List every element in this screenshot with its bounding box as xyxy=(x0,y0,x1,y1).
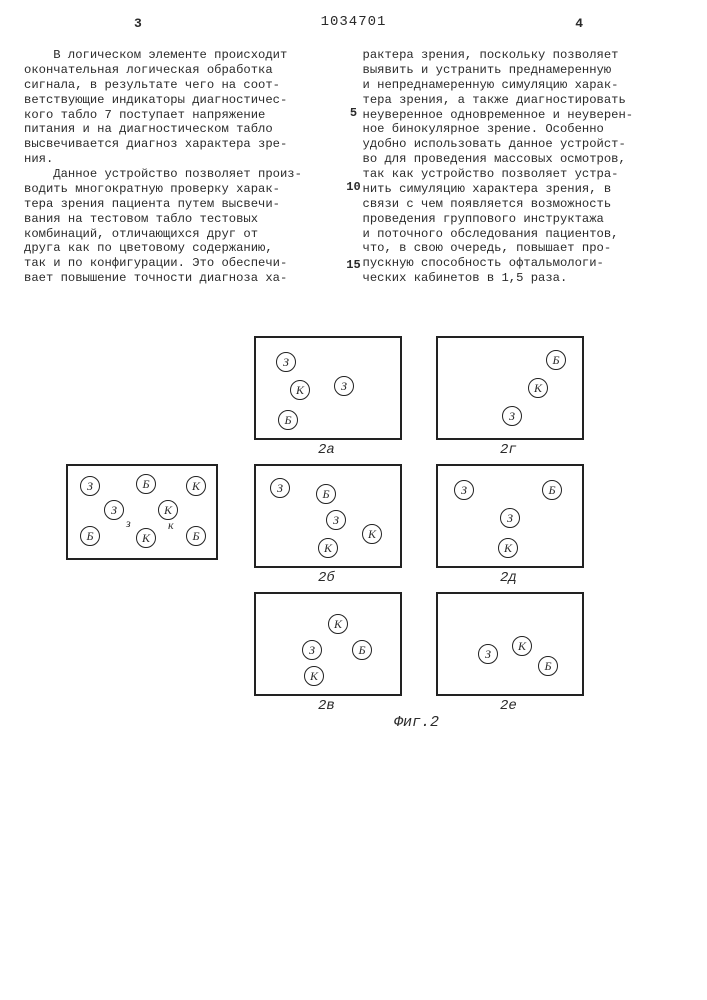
diagram-node: З xyxy=(502,406,522,426)
panel-caption: 2е xyxy=(500,698,517,714)
page-header: 3 1034701 4 xyxy=(24,14,683,42)
panel-caption: 2б xyxy=(318,570,335,586)
diagram-node: Б xyxy=(538,656,558,676)
diagram-node: З xyxy=(270,478,290,498)
diagram-panel-p2g: БКЗ xyxy=(436,336,584,440)
right-column: рактера зрения, поскольку позволяет выяв… xyxy=(363,48,684,286)
panel-caption: 2в xyxy=(318,698,335,714)
page-number-right: 4 xyxy=(575,16,583,31)
diagram-node: Б xyxy=(542,480,562,500)
diagram-node: З xyxy=(302,640,322,660)
figure-caption: Фиг.2 xyxy=(394,714,439,731)
diagram-node: Б xyxy=(80,526,100,546)
diagram-panel-p2e: ЗКБ xyxy=(436,592,584,696)
diagram-node: З xyxy=(454,480,474,500)
diagram-node: К xyxy=(158,500,178,520)
diagram-panel-p2d: ЗБЗК xyxy=(436,464,584,568)
diagram-node: З xyxy=(80,476,100,496)
line-number: 15 xyxy=(345,258,363,272)
diagram-node: Б xyxy=(278,410,298,430)
diagram-node: К xyxy=(528,378,548,398)
diagram-node: З xyxy=(104,500,124,520)
diagram-node: К xyxy=(318,538,338,558)
diagram-node: З xyxy=(276,352,296,372)
diagram-node: Б xyxy=(186,526,206,546)
diagram-node: З xyxy=(500,508,520,528)
diagram-node: К xyxy=(362,524,382,544)
diagram-label: з xyxy=(126,516,131,531)
diagram-node: К xyxy=(136,528,156,548)
text-columns: В логическом элементе происходит окончат… xyxy=(24,48,683,286)
page-number-left: 3 xyxy=(134,16,142,31)
document-number: 1034701 xyxy=(321,14,387,30)
diagram-node: З xyxy=(326,510,346,530)
figure-2: Фиг.2 ЗБКЗКБКБзкЗКЗБ2аБКЗ2гЗБЗКК2бЗБЗК2д… xyxy=(24,334,683,754)
line-number: 10 xyxy=(345,180,363,194)
panel-caption: 2а xyxy=(318,442,335,458)
page: 3 1034701 4 В логическом элементе происх… xyxy=(0,0,707,1000)
diagram-node: К xyxy=(512,636,532,656)
diagram-node: Б xyxy=(352,640,372,660)
panel-caption: 2г xyxy=(500,442,517,458)
diagram-node: Б xyxy=(316,484,336,504)
diagram-label: к xyxy=(168,518,174,533)
diagram-node: Б xyxy=(136,474,156,494)
diagram-panel-p2v: КЗБК xyxy=(254,592,402,696)
diagram-node: К xyxy=(498,538,518,558)
panel-caption: 2д xyxy=(500,570,517,586)
line-number: 5 xyxy=(345,106,363,120)
diagram-panel-p2a: ЗКЗБ xyxy=(254,336,402,440)
diagram-node: Б xyxy=(546,350,566,370)
diagram-panel-p2b: ЗБЗКК xyxy=(254,464,402,568)
diagram-node: З xyxy=(334,376,354,396)
left-column: В логическом элементе происходит окончат… xyxy=(24,48,345,286)
diagram-node: К xyxy=(328,614,348,634)
diagram-node: К xyxy=(304,666,324,686)
diagram-panel-left: ЗБКЗКБКБзк xyxy=(66,464,218,560)
diagram-node: К xyxy=(186,476,206,496)
diagram-node: З xyxy=(478,644,498,664)
diagram-node: К xyxy=(290,380,310,400)
